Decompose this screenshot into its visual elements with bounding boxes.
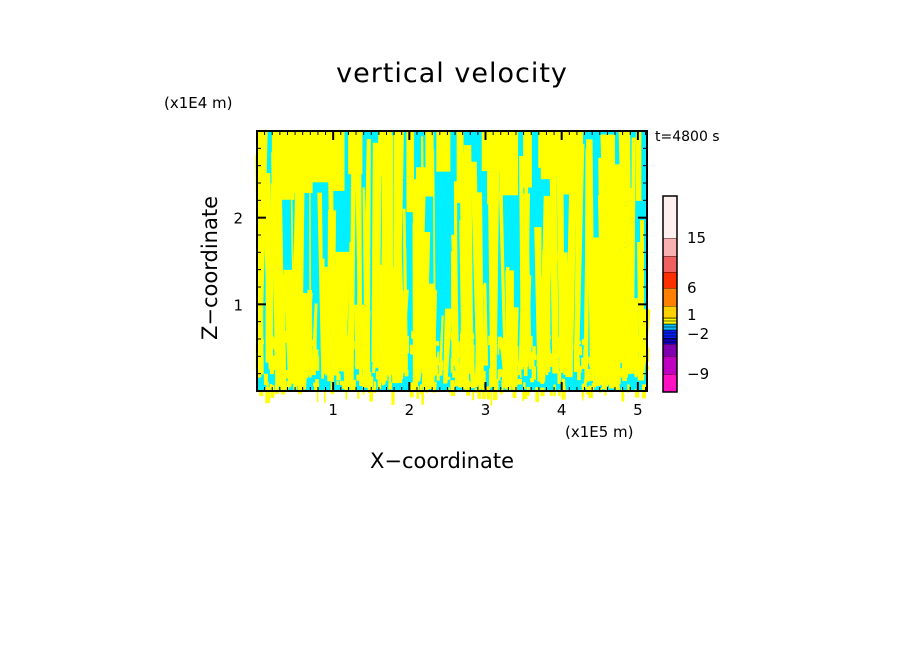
- colorbar-swatch: [663, 374, 677, 392]
- colorbar-swatch: [663, 338, 677, 344]
- x-tick-label: 3: [481, 401, 491, 419]
- z-axis-unit: (x1E4 m): [164, 94, 233, 112]
- z-tick-label: 2: [233, 210, 243, 228]
- x-axis-label: X−coordinate: [370, 449, 514, 473]
- colorbar: 15 6 1−2 −9: [662, 195, 709, 393]
- colorbar-swatch: [663, 272, 677, 288]
- colorbar-swatch: [663, 344, 677, 356]
- plot-frame: [256, 130, 648, 392]
- colorbar-swatch: [663, 356, 677, 374]
- x-tick-label: 5: [633, 401, 643, 419]
- colorbar-swatch: [663, 306, 677, 318]
- axis-ticks: 1 2 3 4 5 1 2: [233, 131, 647, 419]
- colorbar-swatch: [663, 330, 677, 338]
- velocity-field: [255, 131, 651, 406]
- colorbar-label: 6: [687, 279, 697, 297]
- colorbar-swatch: [663, 196, 677, 238]
- colorbar-label: 1: [687, 306, 697, 324]
- colorbar-label: −2: [687, 325, 709, 343]
- z-tick-label: 1: [233, 296, 243, 314]
- time-label: t=4800 s: [655, 129, 720, 145]
- colorbar-swatch: [663, 256, 677, 272]
- colorbar-label: −9: [687, 365, 709, 383]
- x-tick-label: 1: [328, 401, 338, 419]
- chart-title: vertical velocity: [336, 58, 568, 89]
- colorbar-swatch: [663, 238, 677, 256]
- x-tick-label: 2: [405, 401, 415, 419]
- colorbar-frame: [662, 195, 678, 393]
- x-tick-label: 4: [557, 401, 567, 419]
- x-axis-unit: (x1E5 m): [565, 423, 634, 441]
- colorbar-swatch: [663, 288, 677, 306]
- colorbar-label: 15: [687, 229, 706, 247]
